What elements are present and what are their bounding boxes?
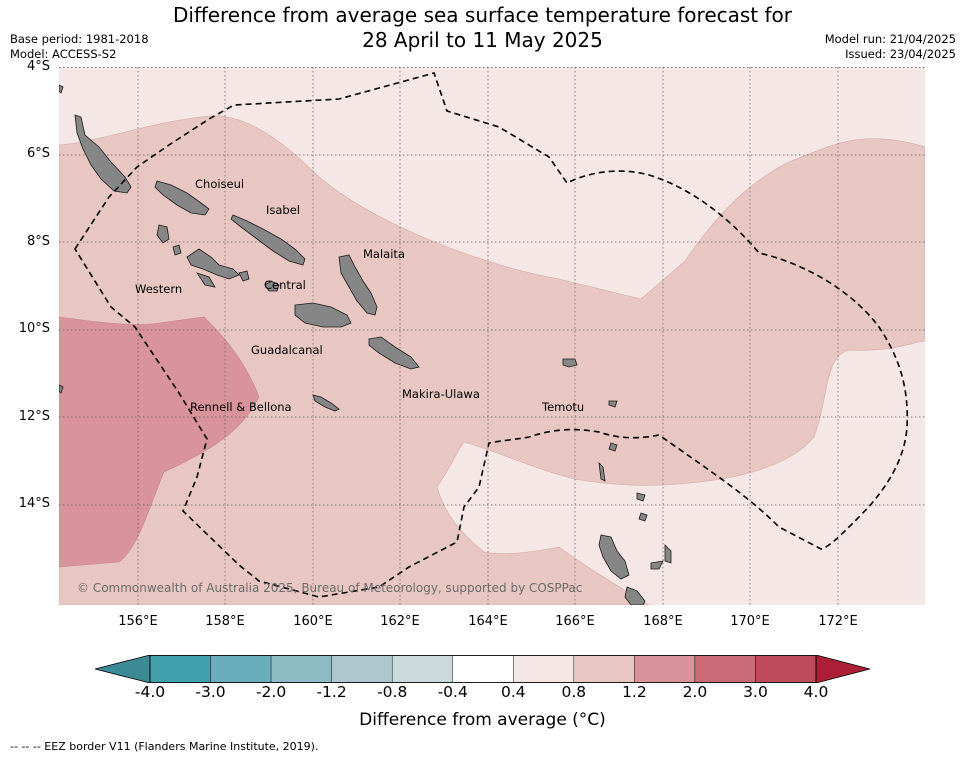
lat-label-8s: 8°S xyxy=(26,234,50,249)
sst-anomaly-map: Choiseul Isabel Malaita Western Central … xyxy=(59,67,925,605)
island-rendova xyxy=(196,272,216,288)
colorbar-high-extend xyxy=(815,654,872,684)
lon-label-160e: 160°E xyxy=(293,614,333,629)
island-maewo xyxy=(664,544,672,564)
lat-label-10s: 10°S xyxy=(18,321,50,336)
colorbar-segment xyxy=(391,655,453,683)
island-kolombangara xyxy=(172,244,182,256)
colorbar-label: Difference from average (°C) xyxy=(359,710,606,730)
colorbar-segment xyxy=(210,655,272,683)
island-banks xyxy=(636,492,646,502)
model-name: Model: ACCESS-S2 xyxy=(10,47,117,61)
model-run: Model run: 21/04/2025 xyxy=(824,32,956,46)
island-santa-cruz xyxy=(562,358,578,368)
island-makira xyxy=(368,336,420,370)
colorbar-tick: -3.0 xyxy=(195,683,226,701)
lon-label-168e: 168°E xyxy=(643,614,683,629)
colorbar-segment xyxy=(149,655,211,683)
colorbar-tick: 1.2 xyxy=(622,683,647,701)
label-guadalcanal: Guadalcanal xyxy=(251,343,323,357)
meta-left: Base period: 1981-2018 Model: ACCESS-S2 xyxy=(10,32,149,62)
issued-date: Issued: 23/04/2025 xyxy=(845,47,956,61)
colorbar-tick: -2.0 xyxy=(255,683,287,701)
island-new-georgia xyxy=(186,248,240,280)
label-temotu: Temotu xyxy=(541,400,584,414)
colorbar-tick: 0.4 xyxy=(500,683,526,701)
colorbar-tick: 3.0 xyxy=(743,683,768,701)
colorbar-segment xyxy=(573,655,635,683)
base-period: Base period: 1981-2018 xyxy=(10,32,149,46)
island-shortland xyxy=(59,84,64,94)
graticule xyxy=(59,67,925,605)
lon-label-172e: 172°E xyxy=(818,614,858,629)
island-choiseul xyxy=(154,180,210,216)
colorbar-segment xyxy=(513,655,575,683)
copyright-notice: © Commonwealth of Australia 2025, Bureau… xyxy=(77,581,582,595)
island-isabel xyxy=(230,214,306,266)
colorbar-segment xyxy=(331,655,393,683)
colorbar-segment xyxy=(634,655,696,683)
lon-label-166e: 166°E xyxy=(555,614,595,629)
label-rennell-bellona: Rennell & Bellona xyxy=(190,400,292,414)
eez-legend-note: -- -- -- EEZ border V11 (Flanders Marine… xyxy=(10,740,319,753)
title-line-2: 28 April to 11 May 2025 xyxy=(362,28,603,52)
colorbar-segment xyxy=(270,655,332,683)
lat-label-4s: 4°S xyxy=(26,59,50,74)
colorbar-tick: -0.8 xyxy=(377,683,408,701)
island-nggela xyxy=(264,280,280,292)
island-malekula xyxy=(624,586,646,605)
lon-label-158e: 158°E xyxy=(205,614,245,629)
colorbar-tick: 2.0 xyxy=(682,683,708,701)
lon-label-156e: 156°E xyxy=(118,614,158,629)
island-vella xyxy=(156,224,170,244)
colorbar-segment xyxy=(755,655,817,683)
meta-right: Model run: 21/04/2025 Issued: 23/04/2025 xyxy=(825,32,956,62)
island-rennell xyxy=(312,394,340,412)
colorbar-tick: -0.4 xyxy=(437,683,468,701)
colorbar-tick: -4.0 xyxy=(134,683,166,701)
island-torres xyxy=(598,461,606,482)
islands xyxy=(59,84,672,605)
colorbar-tick: -1.2 xyxy=(316,683,347,701)
colorbar-segment xyxy=(452,655,514,683)
eez-border xyxy=(74,72,909,598)
colorbar-tick: 4.0 xyxy=(803,683,829,701)
island-bougainville xyxy=(74,114,132,194)
colorbar-segments xyxy=(149,655,817,683)
island-tikopia xyxy=(59,384,64,394)
lat-label-6s: 6°S xyxy=(26,146,50,161)
label-malaita: Malaita xyxy=(363,247,405,261)
map-title: Difference from average sea surface temp… xyxy=(0,3,965,53)
label-western: Western xyxy=(135,282,182,296)
lon-label-164e: 164°E xyxy=(468,614,508,629)
label-choiseul: Choiseul xyxy=(195,177,244,191)
colorbar-tick: 0.8 xyxy=(561,683,587,701)
island-vanikoro xyxy=(608,442,618,452)
colorbar-segment xyxy=(694,655,756,683)
island-anuta xyxy=(608,400,618,408)
lat-label-14s: 14°S xyxy=(18,496,50,511)
colorbar-low-extend xyxy=(94,654,151,684)
anomaly-band-high xyxy=(59,316,260,568)
lat-label-12s: 12°S xyxy=(18,409,50,424)
label-makira-ulawa: Makira-Ulawa xyxy=(402,387,480,401)
island-banks-2 xyxy=(638,512,648,522)
colorbar xyxy=(94,654,872,684)
label-isabel: Isabel xyxy=(266,203,300,217)
island-russell xyxy=(238,270,250,282)
island-guadalcanal xyxy=(294,302,352,328)
lon-label-170e: 170°E xyxy=(730,614,770,629)
island-malaita xyxy=(338,254,378,316)
island-pentecost xyxy=(650,560,664,570)
title-line-1: Difference from average sea surface temp… xyxy=(172,3,792,27)
label-central: Central xyxy=(264,278,306,292)
lon-label-162e: 162°E xyxy=(380,614,420,629)
island-espiritu-santo xyxy=(598,534,630,580)
